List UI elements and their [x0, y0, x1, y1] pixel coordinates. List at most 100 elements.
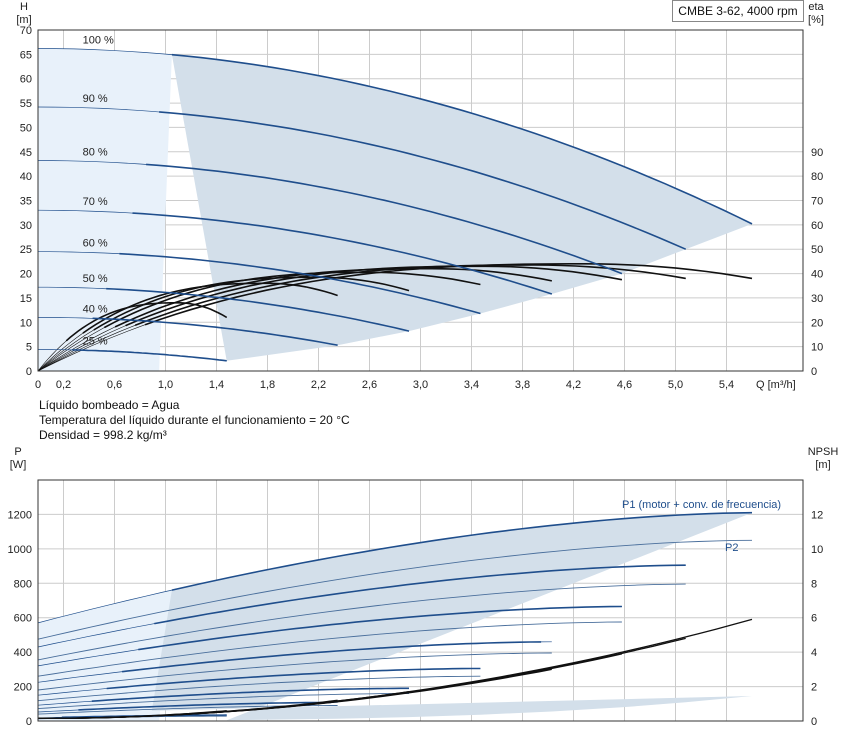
eta-y-tick-label: 90 [811, 147, 823, 159]
liquid-notes: Líquido bombeado = Agua Temperatura del … [39, 398, 350, 443]
eta-y-tick-label: 20 [811, 317, 823, 329]
eta-y-tick-label: 70 [811, 196, 823, 208]
head-curve [159, 111, 687, 250]
power-y-axis-unit: [W] [10, 459, 27, 471]
p2-series-label: P2 [725, 542, 738, 554]
efficiency-curve [114, 267, 552, 328]
eta-y-tick-label: 60 [811, 220, 823, 232]
speed-label: 100 % [83, 35, 114, 47]
head-y-tick-label: 25 [20, 244, 32, 256]
power-y-tick-label: 200 [14, 682, 32, 694]
p1-curve [91, 687, 409, 702]
head-plot-frame [37, 29, 804, 372]
head-y-tick-label: 65 [20, 49, 32, 61]
p1-curve [171, 511, 753, 591]
npsh-y-tick-label: 8 [811, 578, 817, 590]
power-operating-region [38, 512, 753, 721]
head-x-tick-label: 5,4 [719, 379, 734, 391]
head-y-tick-label: 60 [20, 74, 32, 86]
npsh-y-tick-label: 6 [811, 613, 817, 625]
p2-curve [37, 539, 753, 640]
head-curve [146, 163, 623, 275]
p1-curve [154, 564, 686, 625]
head-y-tick-label: 5 [26, 342, 32, 354]
head-y-tick-label: 20 [20, 269, 32, 281]
p2-curve [37, 583, 686, 661]
head-curve [132, 212, 553, 295]
speed-label: 25 % [83, 336, 108, 348]
head-x-tick-label: 1,8 [260, 379, 275, 391]
p1-series-label: P1 (motor + conv. de frecuencia) [622, 499, 781, 511]
eta-y-axis-unit: [%] [808, 14, 824, 26]
head-x-tick-label: 0,2 [56, 379, 71, 391]
temperature-note: Temperatura del líquido durante el funci… [39, 413, 350, 427]
npsh-y-tick-label: 2 [811, 682, 817, 694]
eta-y-tick-label: 30 [811, 293, 823, 305]
head-y-axis-label: H [20, 1, 28, 13]
speed-label: 70 % [83, 196, 108, 208]
head-y-tick-label: 15 [20, 293, 32, 305]
head-y-tick-label: 45 [20, 147, 32, 159]
power-y-tick-label: 600 [14, 613, 32, 625]
speed-label: 90 % [83, 93, 108, 105]
npsh-y-tick-label: 4 [811, 647, 817, 659]
head-x-tick-label: 4,6 [617, 379, 632, 391]
head-x-tick-label: 0 [35, 379, 41, 391]
speed-label: 40 % [83, 303, 108, 315]
head-y-tick-label: 10 [20, 317, 32, 329]
p2-curve [37, 621, 622, 677]
head-y-tick-label: 35 [20, 196, 32, 208]
power-y-axis-label: P [14, 446, 21, 458]
speed-label: 60 % [83, 238, 108, 250]
eta-y-axis-label: eta [808, 1, 824, 13]
head-y-tick-label: 30 [20, 220, 32, 232]
eta-y-tick-label: 0 [811, 366, 817, 378]
pumped-liquid-note: Líquido bombeado = Agua [39, 398, 180, 412]
head-x-tick-label: 2,6 [362, 379, 377, 391]
head-curves: 100 % 90 % 80 % 70 % 60 % 50 % 40 % 25 % [37, 35, 753, 372]
head-curve [171, 53, 753, 225]
head-x-tick-label: 1,4 [209, 379, 224, 391]
head-y-tick-label: 40 [20, 171, 32, 183]
p1-curve [106, 667, 481, 690]
head-curve [72, 349, 227, 362]
head-curve [119, 252, 481, 315]
pump-model-label: CMBE 3-62, 4000 rpm [672, 0, 804, 22]
eta-y-tick-label: 10 [811, 342, 823, 354]
npsh-y-axis-unit: [m] [815, 459, 830, 471]
p1-curve [122, 641, 542, 673]
npsh-y-tick-label: 12 [811, 509, 823, 521]
p1-curve [78, 701, 332, 711]
npsh-y-tick-label: 10 [811, 544, 823, 556]
head-y-tick-label: 55 [20, 98, 32, 110]
head-curve [92, 317, 338, 346]
eta-y-tick-label: 40 [811, 269, 823, 281]
npsh-y-tick-label: 0 [811, 716, 817, 728]
head-x-tick-label: 4,2 [566, 379, 581, 391]
power-y-tick-label: 800 [14, 578, 32, 590]
power-y-tick-label: 0 [26, 716, 32, 728]
speed-label: 80 % [83, 147, 108, 159]
head-y-tick-label: 50 [20, 122, 32, 134]
p2-curve [37, 693, 409, 710]
operating-region [171, 54, 752, 361]
head-x-tick-label: 2,2 [311, 379, 326, 391]
head-x-tick-label: 1,0 [158, 379, 173, 391]
power-y-tick-label: 1000 [8, 544, 32, 556]
head-y-tick-label: 70 [20, 25, 32, 37]
speed-label: 50 % [83, 273, 108, 285]
power-y-tick-label: 400 [14, 647, 32, 659]
head-x-tick-label: 3,4 [464, 379, 479, 391]
power-operating-region-fill [151, 512, 753, 721]
power-y-tick-label: 1200 [8, 509, 32, 521]
density-note: Densidad = 998.2 kg/m³ [39, 428, 167, 442]
head-x-tick-label: 5,0 [668, 379, 683, 391]
power-min-flow-region [38, 590, 172, 721]
head-x-axis-label: Q [m³/h] [756, 379, 796, 391]
npsh-curve [38, 710, 227, 720]
p2-curve [37, 675, 481, 702]
head-y-tick-label: 0 [26, 366, 32, 378]
head-x-tick-label: 3,8 [515, 379, 530, 391]
eta-y-tick-label: 80 [811, 171, 823, 183]
